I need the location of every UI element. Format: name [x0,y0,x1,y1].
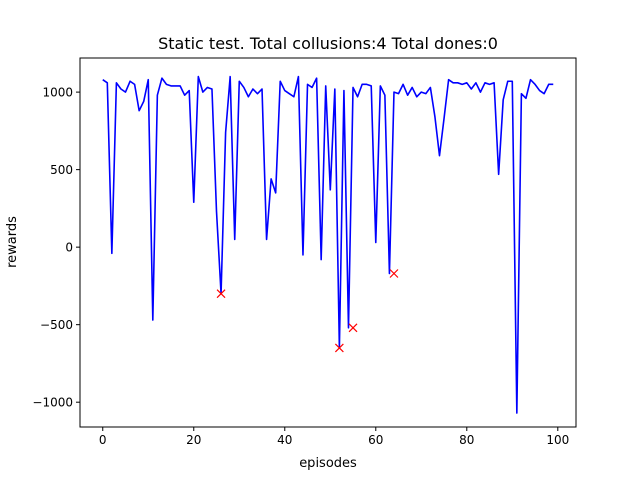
y-tick-label: 1000 [42,86,73,100]
collision-marker [334,343,344,353]
reward-series-line [102,75,554,414]
x-axis-label: episodes [299,456,357,471]
plot-frame [79,57,577,428]
collision-marker [389,269,399,278]
x-tick-label: 0 [99,433,107,447]
y-tick-label: −500 [40,318,73,332]
x-axis-ticks: 0 20 40 60 80 100 [99,427,569,447]
collision-marker [216,289,226,299]
x-tick-label: 80 [459,433,474,447]
y-tick-label: 500 [50,163,73,177]
data-layer [102,75,554,414]
collision-marker [348,323,358,333]
y-tick-label: 0 [65,241,73,255]
x-tick-label: 100 [546,433,569,447]
y-axis-ticks: −1000 −500 0 500 1000 [32,86,80,410]
x-tick-label: 20 [186,433,201,447]
x-tick-label: 40 [277,433,292,447]
x-tick-label: 60 [368,433,383,447]
y-axis-label: rewards [5,216,20,268]
y-tick-label: −1000 [32,396,73,410]
chart-title: Static test. Total collusions:4 Total do… [158,34,498,53]
